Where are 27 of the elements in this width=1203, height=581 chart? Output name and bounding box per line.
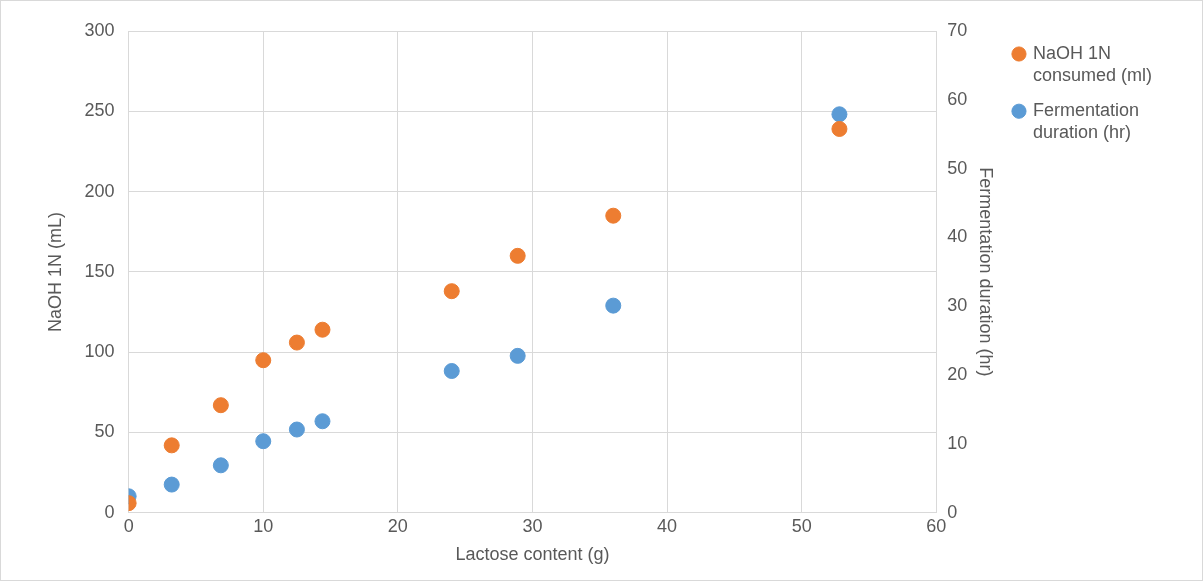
y2-axis-title: Fermentation duration (hr) bbox=[976, 167, 997, 377]
x-tick-label: 60 bbox=[926, 515, 947, 536]
y-tick-label: 200 bbox=[84, 180, 115, 201]
x-tick-label: 20 bbox=[387, 515, 408, 536]
y2-tick-label: 30 bbox=[947, 295, 968, 316]
y-tick-label: 150 bbox=[84, 260, 115, 281]
x-tick-label: 10 bbox=[253, 515, 274, 536]
x-tick-label: 40 bbox=[657, 515, 678, 536]
legend-label: Fermentation duration (hr) bbox=[1032, 100, 1140, 142]
y-tick-label: 100 bbox=[84, 341, 115, 362]
y2-tick-label: 50 bbox=[947, 157, 968, 178]
y2-tick-label: 20 bbox=[947, 364, 968, 385]
y-axis-title: NaOH 1N (mL) bbox=[44, 211, 65, 332]
x-tick-label: 50 bbox=[791, 515, 812, 536]
x-tick-label: 0 bbox=[123, 515, 134, 536]
y2-tick-label: 70 bbox=[947, 19, 968, 40]
y-tick-label: 50 bbox=[94, 421, 115, 442]
legend-label: NaOH 1N consumed (ml) bbox=[1032, 42, 1152, 85]
y2-tick-label: 10 bbox=[947, 432, 968, 453]
y2-tick-label: 40 bbox=[947, 226, 968, 247]
x-axis-title: Lactose content (g) bbox=[455, 544, 610, 565]
x-tick-label: 30 bbox=[522, 515, 543, 536]
y-tick-label: 250 bbox=[84, 100, 115, 121]
y-tick-label: 0 bbox=[104, 501, 115, 522]
y2-tick-label: 60 bbox=[947, 88, 968, 109]
y2-tick-label: 0 bbox=[947, 501, 958, 522]
y-tick-label: 300 bbox=[84, 19, 115, 40]
